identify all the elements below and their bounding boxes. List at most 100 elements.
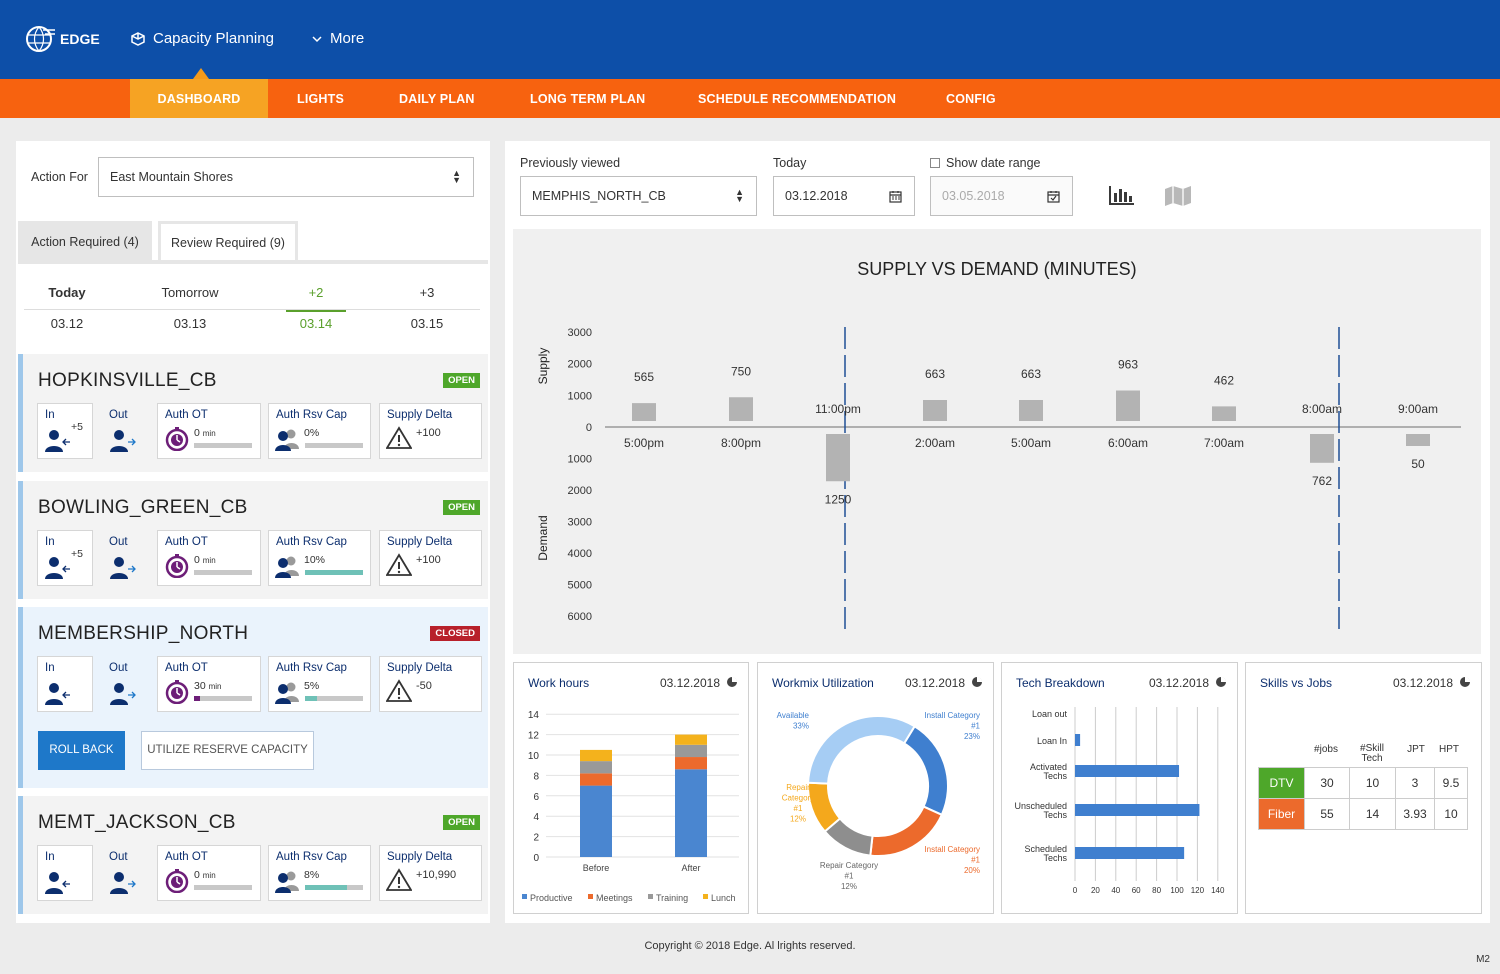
demand-bar[interactable] bbox=[1406, 434, 1430, 446]
timer-icon bbox=[165, 554, 189, 579]
site-card[interactable]: BOWLING_GREEN_CB OPEN In +5 Out Auth OT … bbox=[18, 481, 488, 599]
metric-auth-rsv-cap[interactable]: Auth Rsv Cap 5% bbox=[268, 656, 371, 712]
more-label: More bbox=[330, 30, 365, 47]
metric-auth-rsv-cap[interactable]: Auth Rsv Cap 10% bbox=[268, 530, 371, 586]
nav-daily-plan[interactable]: DAILY PLAN bbox=[399, 92, 475, 106]
supply-bar[interactable] bbox=[632, 403, 656, 421]
today-date-input[interactable]: 03.12.2018 bbox=[773, 176, 915, 216]
metric-auth-rsv-cap[interactable]: Auth Rsv Cap 8% bbox=[268, 845, 371, 901]
person-in-icon bbox=[45, 683, 70, 705]
metric-supply-delta[interactable]: Supply Delta +100 bbox=[379, 403, 482, 459]
supply-bar[interactable] bbox=[729, 397, 753, 421]
metric-auth-ot[interactable]: Auth OT 0 min bbox=[157, 530, 261, 586]
pie-chart-icon[interactable] bbox=[1215, 676, 1227, 688]
nav-lights[interactable]: LIGHTS bbox=[297, 92, 345, 106]
warning-icon bbox=[385, 426, 413, 449]
nav-long-term-plan[interactable]: LONG TERM PLAN bbox=[530, 92, 646, 106]
donut-slice[interactable] bbox=[807, 715, 916, 785]
pie-chart-icon[interactable] bbox=[1459, 676, 1471, 688]
metric-out[interactable]: Out bbox=[101, 656, 159, 712]
tech-bar[interactable] bbox=[1075, 734, 1081, 746]
show-date-range-checkbox[interactable] bbox=[930, 158, 940, 168]
stacked-bar-segment[interactable] bbox=[580, 773, 612, 786]
nav-config[interactable]: CONFIG bbox=[946, 92, 996, 106]
action-for-select[interactable]: East Mountain Shores ▲ ▼ bbox=[98, 157, 474, 197]
supply-bar[interactable] bbox=[923, 400, 947, 421]
metric-label: Auth OT bbox=[165, 536, 208, 548]
day-today[interactable]: Today 03.12 bbox=[22, 285, 112, 331]
range-start-input[interactable]: 03.05.2018 bbox=[930, 176, 1073, 216]
metric-auth-ot[interactable]: Auth OT 0 min bbox=[157, 403, 261, 459]
stacked-bar-segment[interactable] bbox=[580, 749, 612, 762]
tech-bar[interactable] bbox=[1075, 847, 1185, 859]
y-tick-label: 2 bbox=[533, 833, 539, 844]
metric-auth-rsv-cap[interactable]: Auth Rsv Cap 0% bbox=[268, 403, 371, 459]
day-label: Tomorrow bbox=[161, 285, 219, 300]
metric-auth-ot[interactable]: Auth OT 30 min bbox=[157, 656, 261, 712]
metric-supply-delta[interactable]: Supply Delta +100 bbox=[379, 530, 482, 586]
supply-bar[interactable] bbox=[1116, 390, 1140, 421]
pie-chart-icon[interactable] bbox=[726, 676, 738, 688]
supply-bar[interactable] bbox=[1019, 400, 1043, 421]
metric-in[interactable]: In +5 bbox=[37, 530, 93, 586]
utilize-reserve-capacity-button[interactable]: UTILIZE RESERVE CAPACITY bbox=[141, 731, 314, 770]
map-icon[interactable] bbox=[1164, 185, 1192, 207]
calendar-check-icon[interactable] bbox=[1047, 190, 1060, 203]
more-menu[interactable]: More bbox=[312, 30, 364, 47]
donut-slice[interactable] bbox=[902, 724, 949, 817]
stacked-bar-segment[interactable] bbox=[580, 761, 612, 774]
site-name: MEMT_JACKSON_CB bbox=[38, 812, 236, 833]
legend-swatch bbox=[648, 894, 653, 899]
day-plus-3[interactable]: +3 03.15 bbox=[382, 285, 472, 331]
stacked-bar-segment[interactable] bbox=[675, 769, 707, 857]
day-plus-2[interactable]: +2 03.14 bbox=[271, 285, 361, 331]
bar-chart-icon[interactable] bbox=[1108, 184, 1135, 206]
stacked-bar-segment[interactable] bbox=[580, 785, 612, 857]
category-label: Loan In bbox=[1037, 736, 1067, 746]
calendar-icon[interactable] bbox=[889, 190, 902, 203]
tech-bar[interactable] bbox=[1075, 765, 1180, 777]
metric-in[interactable]: In bbox=[37, 845, 93, 901]
x-tick-label: 0 bbox=[1073, 886, 1078, 895]
metric-supply-delta[interactable]: Supply Delta -50 bbox=[379, 656, 482, 712]
app-switcher[interactable]: Capacity Planning bbox=[131, 30, 274, 47]
tech-bar[interactable] bbox=[1075, 804, 1200, 816]
auth-ot-value: 30 bbox=[194, 680, 206, 692]
auth-rsv-bar bbox=[305, 570, 363, 575]
metric-supply-delta[interactable]: Supply Delta +10,990 bbox=[379, 845, 482, 901]
day-tomorrow[interactable]: Tomorrow 03.13 bbox=[145, 285, 235, 331]
metric-in[interactable]: In bbox=[37, 656, 93, 712]
category-label: Scheduled bbox=[1024, 844, 1067, 854]
stacked-bar-segment[interactable] bbox=[675, 757, 707, 770]
tab-review-required[interactable]: Review Required (9) bbox=[158, 221, 298, 263]
stacked-bar-segment[interactable] bbox=[675, 734, 707, 745]
auth-ot-bar-fill bbox=[194, 696, 200, 701]
roll-back-button[interactable]: ROLL BACK bbox=[38, 731, 125, 770]
day-label: +2 bbox=[308, 285, 324, 300]
cube-icon bbox=[131, 31, 145, 46]
site-card[interactable]: MEMBERSHIP_NORTH CLOSED In Out Auth OT 3… bbox=[18, 607, 488, 788]
metric-in[interactable]: In +5 bbox=[37, 403, 93, 459]
demand-bar[interactable] bbox=[826, 434, 850, 482]
nav-schedule-recommendation[interactable]: SCHEDULE RECOMMENDATION bbox=[698, 92, 897, 106]
auth-rsv-bar bbox=[305, 696, 363, 701]
metric-out[interactable]: Out bbox=[101, 845, 159, 901]
auth-rsv-bar-fill bbox=[305, 885, 347, 890]
stacked-bar-segment[interactable] bbox=[675, 744, 707, 758]
edge-logo[interactable]: EDGE bbox=[24, 24, 100, 54]
site-card[interactable]: HOPKINSVILLE_CB OPEN In +5 Out Auth OT 0… bbox=[18, 354, 488, 472]
previously-viewed-select[interactable]: MEMPHIS_NORTH_CB ▲ ▼ bbox=[520, 176, 757, 216]
show-date-range-toggle[interactable]: Show date range bbox=[930, 156, 1041, 170]
supply-bar[interactable] bbox=[1212, 406, 1236, 421]
site-card[interactable]: MEMT_JACKSON_CB OPEN In Out Auth OT 0 mi… bbox=[18, 796, 488, 914]
demand-bar[interactable] bbox=[1310, 434, 1334, 463]
today-label: Today bbox=[773, 156, 807, 170]
pie-chart-icon[interactable] bbox=[971, 676, 983, 688]
tab-action-required[interactable]: Action Required (4) bbox=[18, 221, 152, 263]
slice-label: Install Category bbox=[924, 711, 980, 720]
metric-out[interactable]: Out bbox=[101, 530, 159, 586]
x-tick-label: 140 bbox=[1211, 886, 1225, 895]
metric-auth-ot[interactable]: Auth OT 0 min bbox=[157, 845, 261, 901]
nav-dashboard[interactable]: DASHBOARD bbox=[130, 79, 268, 118]
metric-out[interactable]: Out bbox=[101, 403, 159, 459]
